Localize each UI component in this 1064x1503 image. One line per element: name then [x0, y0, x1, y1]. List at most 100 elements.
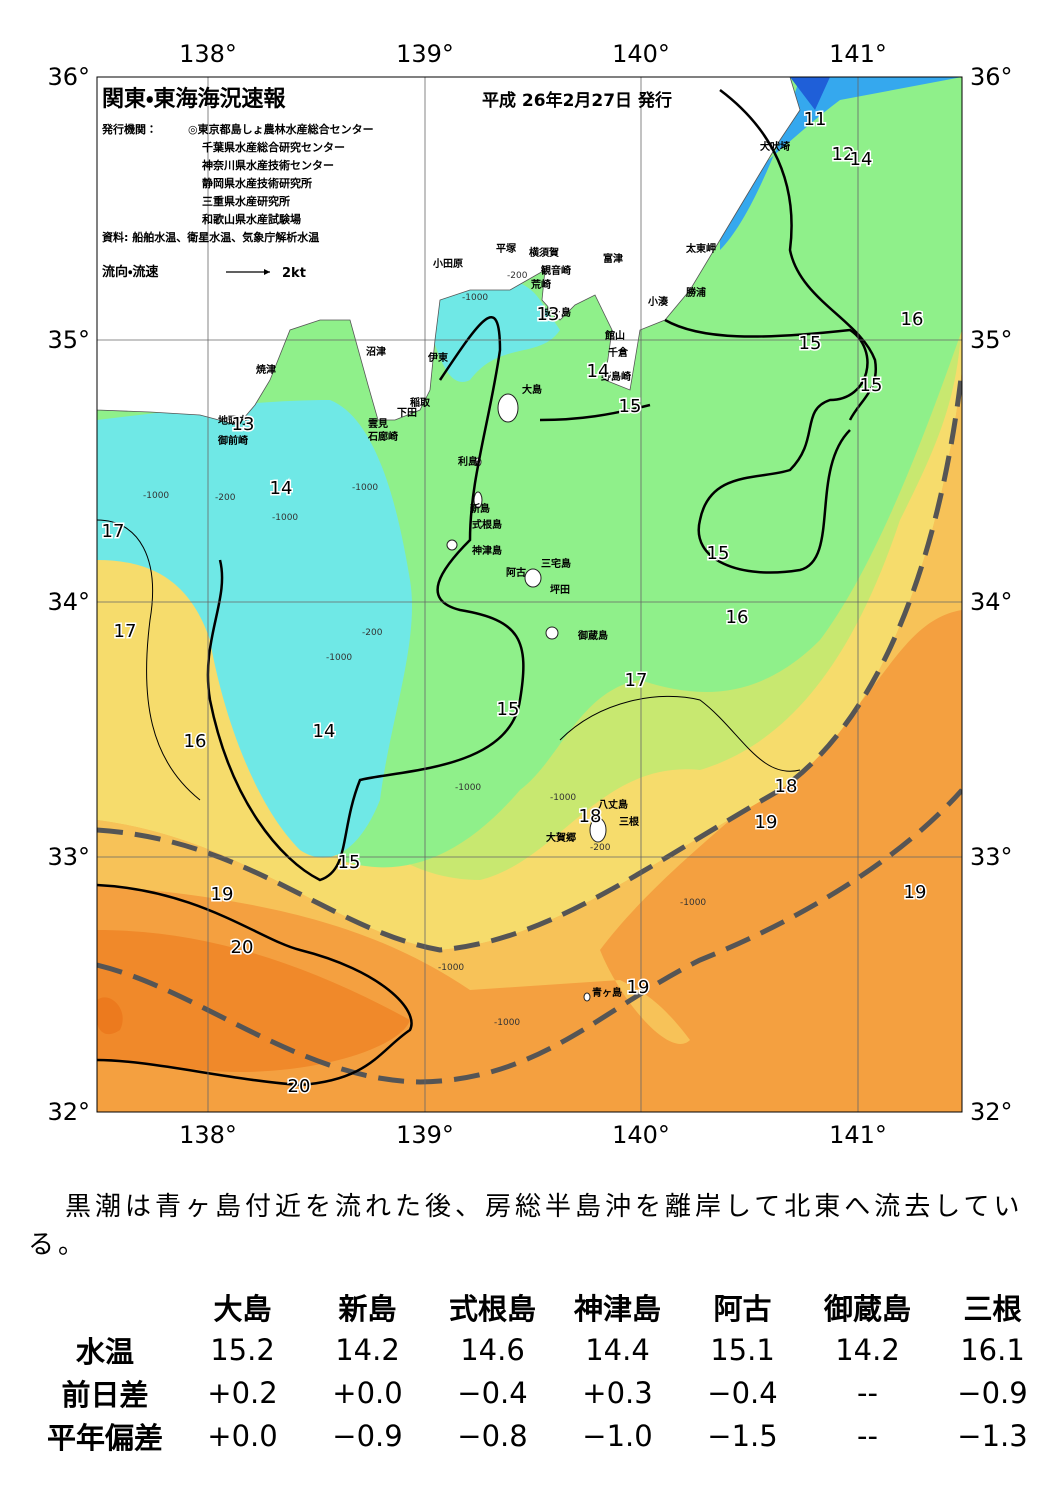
place-name: 館山: [604, 329, 625, 342]
place-name: 式根島: [472, 518, 502, 531]
isotherm-label: 12: [832, 144, 855, 165]
place-name: 神津島: [471, 544, 502, 557]
table-cell: +0.2: [207, 1375, 278, 1410]
isotherm-label: 20: [288, 1076, 311, 1097]
legend-scale: 2kt: [282, 266, 306, 281]
map-frame: [96, 76, 963, 1113]
column-header: 阿古: [713, 1291, 772, 1326]
lon-label: 141°: [829, 1121, 887, 1149]
isotherm-label: 15: [497, 699, 520, 720]
table-cell: +0.3: [582, 1375, 653, 1410]
place-name: 地頭方: [218, 414, 248, 427]
summary: 黒潮は青ヶ島付近を流れた後、房総半島沖を離岸して北東へ流去している。: [28, 1192, 1024, 1260]
place-name: 青ヶ島: [592, 986, 622, 999]
depth-label: -200: [590, 843, 611, 853]
isotherm-label: 15: [860, 375, 883, 396]
depth-label: -1000: [462, 293, 488, 303]
place-name: 阿古: [506, 566, 526, 579]
column-header: 新島: [338, 1291, 397, 1326]
legend-arrowhead: [264, 269, 270, 275]
place-name: 焼津: [256, 363, 276, 376]
corner: [30, 1285, 180, 1328]
place-name: 野島崎: [601, 370, 631, 383]
lat-label: 32°: [970, 1098, 1013, 1126]
publisher-label: 発行機関：: [101, 122, 157, 136]
depth-label: -1000: [143, 491, 169, 501]
isotherm-label: 11: [804, 109, 827, 130]
place-name: 荒崎: [530, 278, 551, 291]
table-cell: +0.0: [207, 1418, 278, 1453]
isotherm-label: 16: [726, 607, 749, 628]
lat-label: 32°: [47, 1098, 90, 1126]
lat-label: 33°: [970, 843, 1013, 871]
place-name: 平塚: [496, 242, 517, 255]
place-name: 大島: [522, 383, 542, 396]
isotherm-label: 17: [625, 670, 648, 691]
table-row: 平年偏差 +0.0 −0.9 −0.8 −1.0 −1.5 -- −1.3: [30, 1414, 1055, 1457]
place-name: 大賀郷: [546, 831, 576, 844]
table-row: 前日差 +0.2 +0.0 −0.4 +0.3 −0.4 -- −0.9: [30, 1371, 1055, 1414]
depth-label: -1000: [455, 783, 481, 793]
column-header: 三根: [963, 1291, 1022, 1326]
depth-label: -1000: [494, 1018, 520, 1028]
table-cell: 14.2: [835, 1332, 900, 1367]
lon-label: 140°: [612, 40, 670, 68]
table-cell: 14.4: [585, 1332, 650, 1367]
lat-label: 36°: [47, 63, 90, 91]
isotherm-label: 14: [850, 149, 873, 170]
lon-label: 141°: [829, 40, 887, 68]
isotherm-label: 19: [211, 884, 234, 905]
lon-label: 138°: [179, 1121, 237, 1149]
place-name: 三根: [619, 815, 640, 828]
publisher: 神奈川県水産技術センター: [201, 158, 334, 172]
place-name: 三宅島: [541, 557, 571, 570]
lon-label: 140°: [612, 1121, 670, 1149]
depth-label: -1000: [550, 793, 576, 803]
table-cell: −1.0: [582, 1418, 653, 1453]
table-cell: −0.4: [707, 1375, 778, 1410]
table-cell: --: [857, 1375, 878, 1410]
table-cell: −1.3: [957, 1418, 1028, 1453]
depth-label: -200: [362, 628, 383, 638]
place-name: 勝浦: [686, 286, 706, 299]
map-title: 関東・東海海況速報: [102, 86, 286, 112]
isotherm-label: 15: [799, 333, 822, 354]
isotherm-label: 16: [184, 731, 207, 752]
isotherm-label: 14: [270, 478, 293, 499]
data-source: 資料: 船舶水温、衛星水温、気象庁解析水温: [102, 230, 319, 244]
place-name: 御蔵島: [577, 629, 608, 642]
column-header: 神津島: [573, 1291, 661, 1326]
isotherm-label: 20: [231, 937, 254, 958]
lat-label: 35°: [47, 326, 90, 354]
isotherm-label: 18: [579, 806, 602, 827]
place-name: 観音崎: [541, 264, 571, 277]
table-cell: −0.8: [457, 1418, 528, 1453]
publisher: 静岡県水産技術研究所: [202, 176, 312, 190]
header-row: 大島 新島 式根島 神津島 阿古 御蔵島 三根: [30, 1285, 1055, 1328]
publisher: 千葉県水産総合研究センター: [202, 140, 345, 154]
contours: [97, 89, 962, 1087]
table-cell: −0.9: [332, 1418, 403, 1453]
depth-label: -200: [507, 271, 528, 281]
table-row: 水温 15.2 14.2 14.6 14.4 15.1 14.2 16.1: [30, 1328, 1055, 1371]
table-cell: 14.2: [335, 1332, 400, 1367]
depth-label: -1000: [326, 653, 352, 663]
isotherm-label: 14: [587, 361, 610, 382]
depth-label: -1000: [272, 513, 298, 523]
isotherm-label: 15: [707, 543, 730, 564]
legend-label: 流向・流速: [102, 264, 158, 280]
lon-label: 138°: [179, 40, 237, 68]
isotherm-label: 14: [313, 721, 336, 742]
isotherm-label: 16: [901, 309, 924, 330]
table-cell: 15.1: [710, 1332, 775, 1367]
place-name: 富津: [603, 252, 623, 265]
publisher: 和歌山県水産試験場: [202, 212, 301, 226]
place-name: 太東岬: [685, 242, 716, 255]
isotherm-label: 15: [619, 396, 642, 417]
table-cell: 16.1: [960, 1332, 1025, 1367]
lat-label: 35°: [970, 326, 1013, 354]
place-name: 稲取: [410, 396, 431, 409]
lat-label: 33°: [47, 843, 90, 871]
table-cell: −0.4: [457, 1375, 528, 1410]
